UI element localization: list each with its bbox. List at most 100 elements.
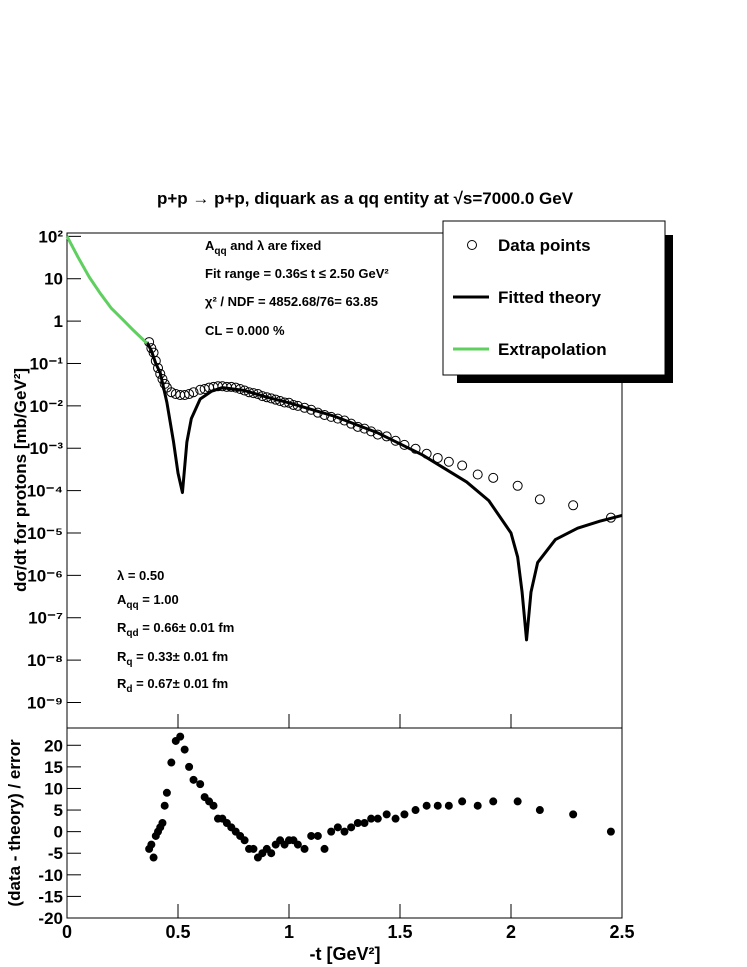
data-point [166, 387, 177, 398]
residual-point [513, 797, 522, 806]
x-tick-label: 1.5 [387, 922, 412, 942]
y-tick-label: 15 [44, 758, 63, 777]
series-line [145, 341, 623, 642]
data-point [512, 480, 523, 491]
data-point [188, 387, 199, 398]
plot-frame [66, 727, 623, 919]
residual-point [293, 840, 302, 849]
annotation-part: = 0.66± 0.01 fm [139, 620, 235, 635]
y-tick-label: 10⁻¹ [29, 354, 63, 373]
y-tick-label: -10 [38, 866, 63, 885]
residual-point [458, 797, 467, 806]
residual-point [391, 814, 400, 823]
residual-point [307, 831, 316, 840]
residual-point [209, 801, 218, 810]
y-tick-label: -5 [48, 844, 63, 863]
annotation: λ = 0.50 [117, 568, 164, 583]
annotation-part: A [117, 592, 127, 607]
x-tick-label: 1 [284, 922, 294, 942]
x-tick-label: 2 [506, 922, 516, 942]
residual-point [249, 844, 258, 853]
residual-point [196, 780, 205, 789]
y-tick-label: 10⁻⁴ [27, 482, 63, 501]
annotation-part: and λ are fixed [227, 238, 322, 253]
data-point [472, 469, 483, 480]
residual-point [400, 810, 409, 819]
annotation-part: = 1.00 [139, 592, 179, 607]
annotation-part: = 0.67± 0.01 fm [133, 676, 229, 691]
annotation: Aqq and λ are fixed [205, 238, 321, 257]
residual-point [382, 810, 391, 819]
annotation-part: λ = 0.50 [117, 568, 164, 583]
y-tick-label: 10⁻⁶ [27, 566, 63, 585]
annotation: Fit range = 0.36≤ t ≤ 2.50 GeV² [205, 266, 389, 281]
residual-point [489, 797, 498, 806]
annotation-part: χ² / NDF = 4852.68/76= 63.85 [205, 294, 378, 309]
y-axis-label: (data - theory) / error [5, 739, 24, 907]
x-tick-label: 2.5 [609, 922, 634, 942]
residual-point [473, 801, 482, 810]
residual-point [360, 819, 369, 827]
residual-point [160, 801, 169, 810]
annotation-part: = 0.33± 0.01 fm [133, 649, 229, 664]
residual-point [444, 801, 453, 810]
y-tick-label: 10⁻⁹ [27, 693, 63, 712]
annotation-part: R [117, 676, 127, 691]
data-point [568, 500, 579, 511]
annotation: Rq = 0.33± 0.01 fm [117, 649, 228, 668]
residual-point [176, 732, 185, 741]
residual-point [300, 844, 309, 853]
data-point [184, 389, 195, 400]
data-point [153, 363, 164, 374]
annotation-part: R [117, 620, 127, 635]
residual-point [606, 827, 615, 836]
legend-label: Extrapolation [498, 340, 607, 359]
y-tick-label: 10⁻² [29, 397, 63, 416]
y-axis-label: dσ/dt for protons [mb/GeV²] [11, 368, 30, 592]
residual-point [333, 823, 342, 832]
residual-point [189, 775, 198, 784]
residual-point [147, 840, 156, 849]
residual-point [367, 814, 376, 823]
y-tick-label: 10 [44, 270, 63, 289]
residual-point [320, 844, 329, 853]
y-tick-label: -20 [38, 909, 63, 928]
legend-label: Data points [498, 236, 591, 255]
residual-point [353, 819, 362, 827]
annotation: Rqd = 0.66± 0.01 fm [117, 620, 234, 639]
y-tick-label: 0 [54, 823, 63, 842]
data-point [179, 390, 190, 401]
annotation-part: qq [126, 600, 138, 611]
data-point [488, 472, 499, 483]
residual-point [180, 745, 189, 754]
residual-point [535, 806, 544, 815]
annotation-part: d [126, 684, 132, 695]
y-tick-label: 10⁻⁷ [28, 609, 63, 628]
legend-symbol [467, 240, 477, 250]
residual-point [411, 806, 420, 815]
annotation-part: CL = 0.000 % [205, 323, 285, 338]
y-tick-label: 10⁻³ [29, 439, 63, 458]
residual-point [422, 801, 431, 810]
annotation-part: q [126, 657, 132, 668]
residual-point [162, 788, 171, 797]
residual-point [327, 827, 336, 836]
annotation: Aqq = 1.00 [117, 592, 179, 611]
data-point [457, 460, 468, 471]
y-tick-label: 10⁻⁸ [27, 651, 63, 670]
annotation-part: qd [126, 628, 138, 639]
residual-point [149, 853, 158, 862]
chart-title: p+p → p+p, diquark as a qq entity at √s=… [157, 189, 574, 208]
y-tick-label: 10 [44, 779, 63, 798]
annotation-part: R [117, 649, 127, 664]
y-tick-label: 10² [38, 227, 63, 246]
residual-point [158, 819, 167, 827]
data-point [443, 456, 454, 467]
annotation: χ² / NDF = 4852.68/76= 63.85 [205, 294, 378, 309]
y-tick-label: 1 [54, 312, 63, 331]
y-tick-label: 20 [44, 736, 63, 755]
residual-point [433, 801, 442, 810]
annotation-part: A [205, 238, 215, 253]
